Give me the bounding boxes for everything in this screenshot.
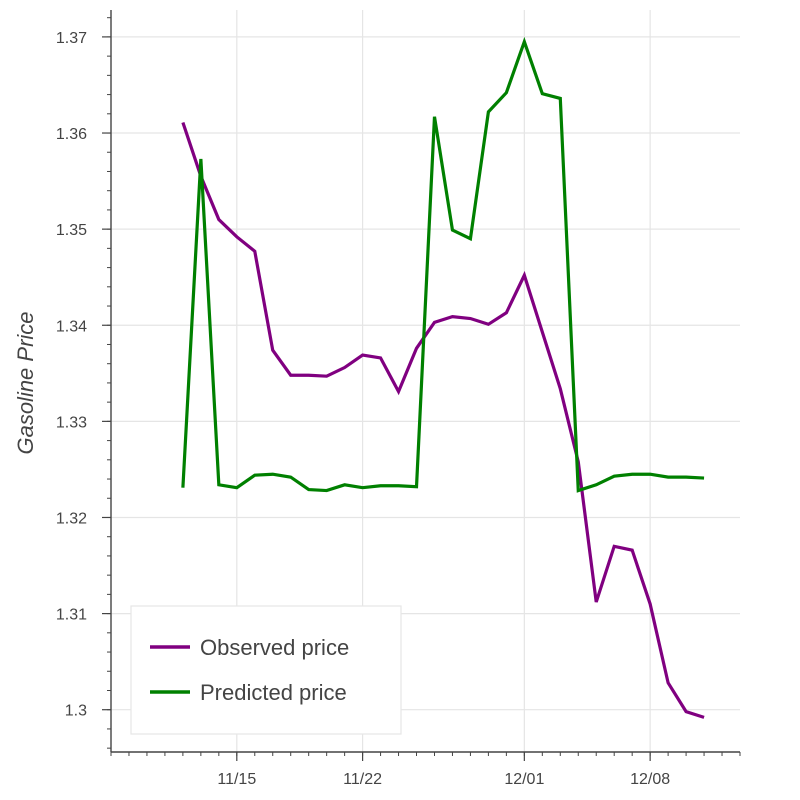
y-tick-label: 1.3 <box>65 703 87 720</box>
y-tick-label: 1.31 <box>56 607 87 624</box>
y-tick-label: 1.34 <box>56 318 87 335</box>
y-tick-label: 1.37 <box>56 30 87 47</box>
legend: Observed price Predicted price <box>130 605 402 735</box>
legend-label-predicted: Predicted price <box>200 680 347 705</box>
x-tick-label: 12/01 <box>504 771 544 788</box>
y-axis-label: Gasoline Price <box>13 311 38 454</box>
legend-label-observed: Observed price <box>200 635 349 660</box>
y-tick-label: 1.33 <box>56 414 87 431</box>
x-tick-label: 11/15 <box>217 771 256 788</box>
x-axis-ticks: 11/15 11/22 12/01 12/08 <box>110 752 741 788</box>
series-line-predicted <box>181 36 705 493</box>
axes <box>110 10 740 753</box>
series-line-observed <box>181 121 705 719</box>
x-tick-label: 12/08 <box>630 771 670 788</box>
x-tick-label: 11/22 <box>343 771 382 788</box>
y-tick-label: 1.32 <box>56 510 87 527</box>
legend-box <box>130 605 402 735</box>
y-tick-label: 1.35 <box>56 222 87 239</box>
y-tick-label: 1.36 <box>56 126 87 143</box>
y-axis-ticks: 1.3 1.31 1.32 1.33 1.34 1.35 1.36 1.37 <box>56 17 111 749</box>
series-lines <box>181 36 705 719</box>
